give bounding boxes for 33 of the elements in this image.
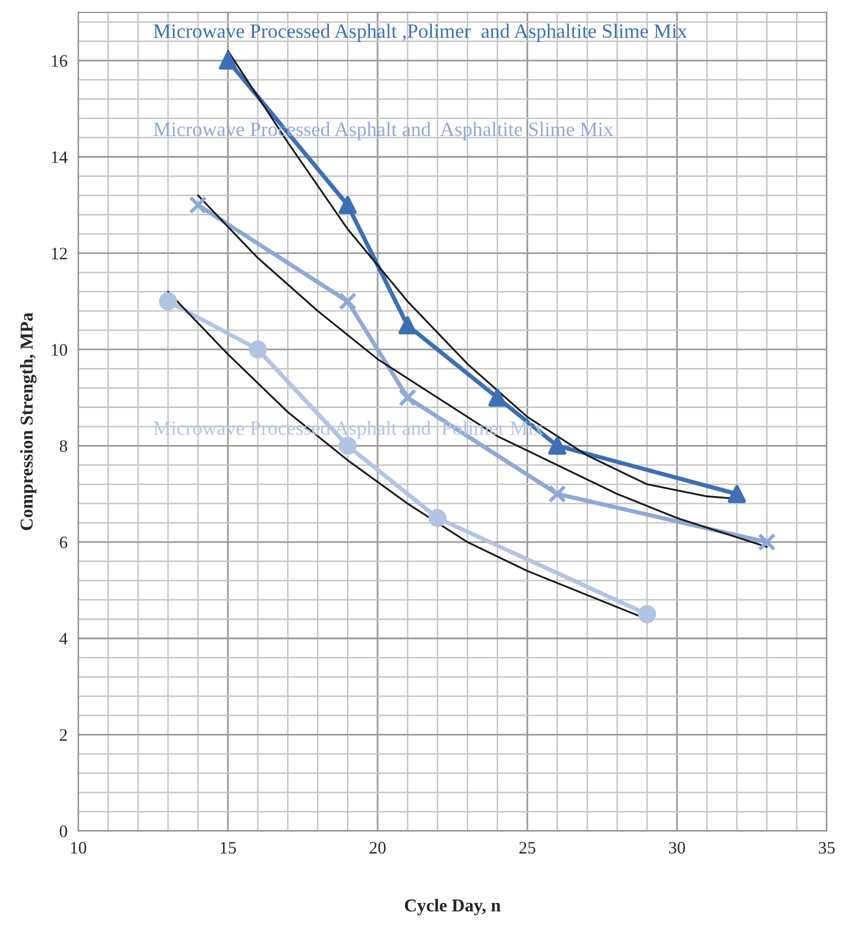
x-axis-title: Cycle Day, n [404,898,501,916]
point [728,484,746,503]
point [338,292,357,310]
point [548,484,566,503]
x-tick-label: 20 [370,842,386,854]
point [638,605,656,624]
point [398,388,417,407]
text: Microwave Processed Asphalt ,Polimer and Asphaltite Slime Mix [154,24,687,42]
y-tick-label: 0 [60,825,68,838]
point [758,533,776,552]
point [218,52,237,70]
point [159,292,178,310]
y-tick-label: 14 [52,151,68,163]
x-tick-label: 10 [71,842,86,854]
x-tick-label: 35 [818,842,835,854]
x-tick-label: 15 [220,842,236,854]
point [248,340,267,358]
point [338,196,357,214]
y-tick-label: 12 [52,248,67,260]
y-tick-label: 6 [60,536,68,548]
point [188,196,207,214]
point [398,316,417,334]
point [488,388,506,407]
y-axis-title: Compression Strength, MPa [20,312,37,530]
y-tick-label: 16 [52,55,68,67]
x-tick-label: 25 [519,842,536,854]
y-tick-label: 10 [52,344,68,356]
y-tick-label: 4 [59,632,68,644]
point [428,508,447,528]
point [548,436,566,455]
y-tick-label: 8 [60,440,68,452]
y-tick-label: 2 [60,729,67,741]
x-tick-label: 30 [669,842,686,854]
